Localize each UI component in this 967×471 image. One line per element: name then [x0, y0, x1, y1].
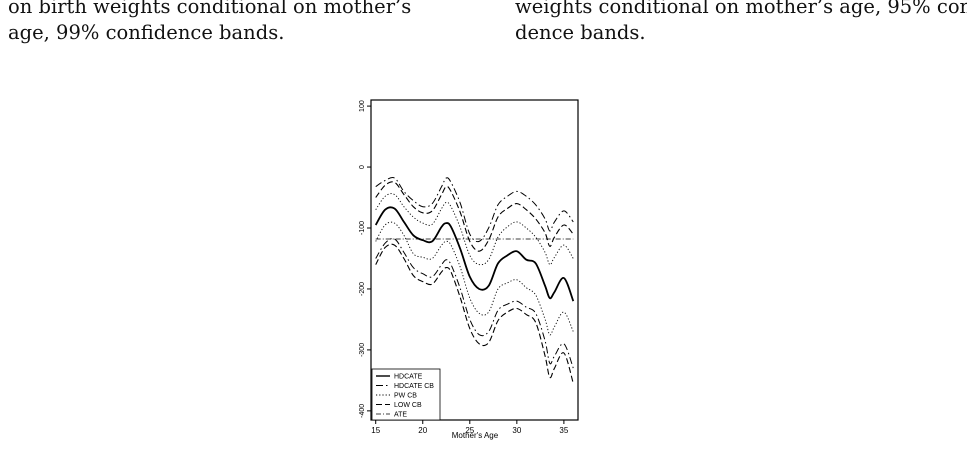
series-line-1 — [374, 206, 575, 302]
caption-left-line-2: age, 99% confidence bands. — [8, 21, 285, 44]
legend-label: ATE — [394, 412, 407, 419]
y-tick-label: -200 — [359, 282, 366, 296]
series-layer — [374, 176, 575, 384]
series-line-4 — [375, 193, 574, 266]
x-axis-label: Mother's Age — [452, 431, 499, 440]
legend-label: LOW CB — [394, 402, 422, 409]
plot-frame — [370, 99, 579, 421]
y-axis: 100 0 -100 -200 -300 -400 — [359, 100, 371, 418]
y-tick-label: 100 — [359, 100, 366, 112]
legend-box — [371, 368, 441, 421]
series-line-2 — [375, 176, 574, 243]
x-tick-label: 30 — [512, 426, 521, 435]
legend-label: HDCATE CB — [394, 383, 434, 390]
caption-left: on birth weights conditional on mother’s… — [8, 0, 411, 46]
x-axis: 15 20 25 30 35 — [371, 420, 569, 435]
caption-right-line-2: dence bands. — [515, 21, 646, 44]
legend: HDCATE HDCATE CB PW CB LOW CB ATE — [371, 368, 441, 421]
legend-label: HDCATE — [394, 374, 423, 381]
y-tick-label: -300 — [359, 343, 366, 357]
x-tick-label: 15 — [371, 426, 380, 435]
legend-label: PW CB — [394, 393, 417, 400]
caption-right: weights conditional on mother’s age, 95%… — [515, 0, 967, 46]
x-tick-label: 20 — [418, 426, 427, 435]
series-line-3 — [375, 238, 574, 369]
y-tick-label: 0 — [359, 165, 366, 169]
series-line-6 — [375, 181, 574, 252]
x-tick-label: 25 — [465, 426, 474, 435]
caption-left-line-1: on birth weights conditional on mother’s — [8, 0, 412, 18]
series-line-7 — [375, 243, 574, 384]
y-tick-label: -400 — [359, 404, 366, 418]
x-tick-label: 35 — [559, 426, 568, 435]
y-tick-label: -100 — [359, 221, 366, 235]
caption-right-line-1: weights conditional on mother’s age, 95%… — [515, 0, 967, 18]
